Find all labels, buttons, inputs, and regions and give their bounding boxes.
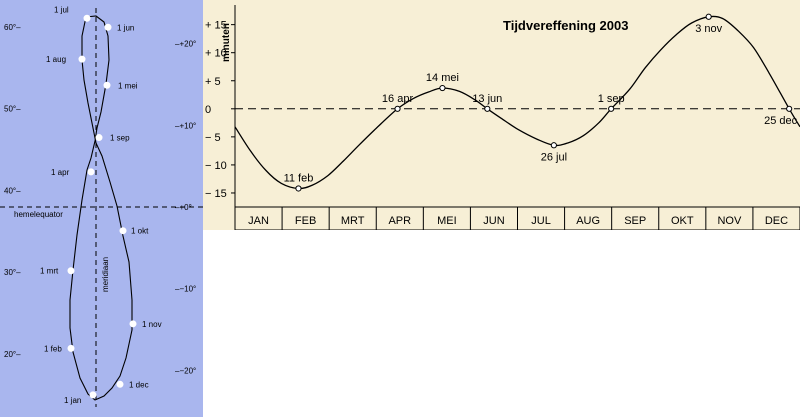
y-axis-title: minuten: [221, 23, 232, 62]
x-tick-label: NOV: [717, 215, 742, 227]
meridian-label: meridiaan: [101, 257, 110, 292]
analemma-points: 1 jan 1 feb 1 mrt 1 apr 1 mei 1 jun 1 jul 1 aug…: [40, 5, 162, 405]
analemma-point-label: 1 okt: [131, 227, 149, 236]
analemma-point: [119, 227, 127, 235]
analemma-background: [0, 0, 203, 417]
analemma-point: [67, 267, 75, 275]
analemma-point: [116, 380, 124, 388]
analemma-point-label: 1 mrt: [40, 267, 59, 276]
month-labels: JAN FEB MRT APR MEI JUN JUL AUG SEP OKT NOV DEC: [248, 207, 788, 230]
x-tick-label: MRT: [341, 215, 365, 227]
x-tick-label: JUN: [483, 215, 504, 227]
equator-label: hemelequator: [14, 210, 63, 219]
y-tick-label: + 15: [205, 20, 227, 32]
analemma-point-label: 1 apr: [51, 168, 70, 177]
x-tick-label: OKT: [671, 215, 694, 227]
declination-tick-label: –+20°: [175, 40, 196, 49]
data-marker: [705, 13, 712, 20]
altitude-axis: 60°– 50°– 40°– 30°– 20°–: [4, 23, 21, 359]
data-marker: [394, 105, 401, 112]
y-tick-label: − 5: [205, 132, 221, 144]
declination-tick-label: –−10°: [175, 285, 196, 294]
analemma-point: [89, 391, 97, 399]
analemma-point: [103, 81, 111, 89]
x-tick-label: DEC: [765, 215, 788, 227]
analemma-point: [78, 55, 86, 63]
analemma-panel: 60°–50°–40°–30°–20°– –+20°–+10°–+0°–−10°…: [0, 0, 203, 417]
data-marker: [786, 105, 793, 112]
analemma-point: [83, 14, 91, 22]
analemma-point-label: 1 nov: [142, 320, 162, 329]
analemma-point: [129, 320, 137, 328]
x-tick-label: APR: [388, 215, 411, 227]
altitude-tick-label: 50°–: [4, 105, 21, 114]
x-tick-label: JUL: [531, 215, 551, 227]
data-marker: [550, 142, 557, 149]
y-tick-label: − 15: [205, 188, 227, 200]
data-label: 3 nov: [695, 23, 722, 35]
analemma-point: [67, 344, 75, 352]
analemma-point-label: 1 sep: [110, 134, 130, 143]
analemma-point-label: 1 feb: [44, 344, 62, 353]
altitude-tick-label: 60°–: [4, 23, 21, 32]
x-tick-label: JAN: [248, 215, 269, 227]
x-tick-label: AUG: [576, 215, 600, 227]
y-tick-label: − 10: [205, 160, 227, 172]
data-marker: [484, 105, 491, 112]
chart-markers: 11 feb 16 apr 14 mei 13 jun 26 jul 1 sep 3 nov…: [284, 13, 798, 192]
x-tick-label: MEI: [437, 215, 457, 227]
y-tick-label: + 5: [205, 76, 221, 88]
chart-title: Tijdvereffening 2003: [503, 18, 628, 33]
data-label: 1 sep: [598, 93, 625, 105]
altitude-tick-label: 40°–: [4, 186, 21, 195]
analemma-point-label: 1 jun: [117, 23, 134, 32]
analemma-point-label: 1 mei: [118, 81, 138, 90]
altitude-tick-label: 20°–: [4, 350, 21, 359]
analemma-point: [87, 168, 95, 176]
y-tick-label: + 10: [205, 48, 227, 60]
analemma-point-label: 1 dec: [129, 380, 149, 389]
data-marker: [608, 105, 615, 112]
data-marker: [439, 84, 446, 92]
chart-background: [203, 0, 800, 230]
data-marker: [295, 185, 302, 192]
data-label: 25 dec: [764, 115, 798, 127]
data-label: 16 apr: [382, 93, 414, 105]
declination-tick-label: –−20°: [175, 366, 196, 375]
analemma-point-label: 1 aug: [46, 55, 66, 64]
data-label: 11 feb: [284, 172, 314, 184]
y-axis-ticks: + 15 + 10 + 5 0 − 5 − 10 − 15: [205, 20, 235, 200]
equation-of-time-chart: Tijdvereffening 2003 minuten + 15 + 10 + 5…: [203, 0, 800, 230]
analemma-point-label: 1 jul: [54, 5, 69, 14]
altitude-tick-label: 30°–: [4, 268, 21, 277]
analemma-point: [104, 23, 112, 31]
x-tick-label: FEB: [295, 215, 316, 227]
analemma-point: [95, 134, 103, 142]
declination-tick-label: –+10°: [175, 121, 196, 130]
data-label: 13 jun: [472, 93, 502, 105]
x-tick-label: SEP: [624, 215, 646, 227]
y-tick-label: 0: [205, 104, 211, 116]
data-label: 26 jul: [541, 151, 567, 163]
analemma-point-label: 1 jan: [64, 396, 81, 405]
data-label: 14 mei: [426, 72, 459, 84]
